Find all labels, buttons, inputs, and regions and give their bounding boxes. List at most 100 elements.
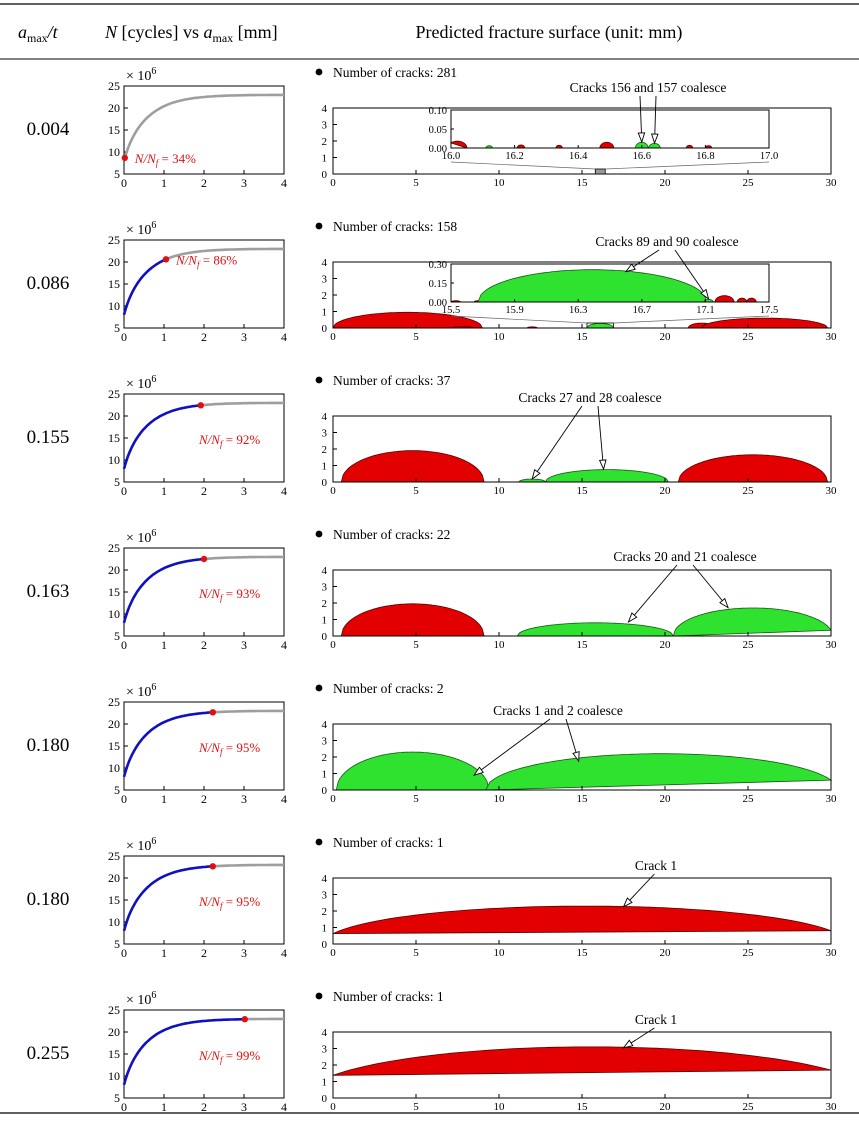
arrow-head-icon [600,460,606,469]
nf-label: N/Nf = 95% [198,894,260,911]
nf-label-ratio: N/N [198,586,221,601]
surface-xtick-label: 25 [743,177,755,189]
bullet-icon [316,685,323,692]
surface-xtick-label: 5 [413,639,419,651]
curve-xtick-label: 4 [281,792,287,806]
arrow-head-icon [532,470,540,479]
crack-green [336,752,489,790]
curve-ytick-label: 25 [108,849,120,863]
curve-ytick-label: 5 [114,629,120,643]
curve-multiplier-exp: 6 [151,528,156,539]
curve-ytick-label: 10 [108,915,120,929]
inset-xtick-label: 16.7 [633,305,651,316]
inset-background [451,110,769,148]
header-col2-pre: N [104,22,118,42]
nf-label-ratio: N/N [198,1048,221,1063]
header-col1-var: a [18,22,27,42]
surface-xtick-label: 5 [413,177,419,189]
nf-label-ratio: N/N [175,252,198,267]
header-col2-post: [mm] [233,22,278,42]
curve-xtick-label: 2 [201,176,207,190]
inset-ytick-label: 0.10 [429,106,447,117]
curve-multiplier: × 106 [126,220,156,238]
curve-remaining-line [125,95,284,158]
surface-xtick-label: 10 [494,947,506,959]
inset-ytick-label: 0.00 [429,298,447,309]
nf-label-ratio: N/N [198,432,221,447]
surface-ytick-label: 2 [322,444,328,456]
curve-multiplier: × 106 [126,66,156,84]
curve-ytick-label: 25 [108,1003,120,1017]
annotation-text: Cracks 20 and 21 coalesce [613,549,756,564]
surface-ytick-label: 4 [322,411,328,423]
curve-ytick-label: 25 [108,233,120,247]
curve-xtick-label: 1 [161,176,167,190]
curve-ytick-label: 10 [108,145,120,159]
crack-count-value: 281 [437,65,457,80]
ratio-value: 0.086 [27,273,70,294]
surface-ytick-label: 1 [322,1077,328,1089]
curve-ytick-label: 15 [108,277,120,291]
surface-ytick-label: 2 [322,1060,328,1072]
header-col2: N [cycles] vs amax [mm] [104,22,278,45]
ratio-value: 0.163 [27,581,70,602]
surface-ytick-label: 1 [322,769,328,781]
curve-completed-line [124,259,166,315]
surface-xtick-label: 20 [660,485,672,497]
curve-completed-line [124,405,201,469]
curve-xtick-label: 2 [201,638,207,652]
curve-xtick-label: 3 [241,946,247,960]
ratio-value: 0.180 [27,889,70,910]
curve-xtick-label: 0 [121,638,127,652]
inset-ytick-label: 0.15 [429,279,447,290]
curve-multiplier: × 106 [126,374,156,392]
crack-green [673,608,831,636]
crack-count-value: 37 [437,373,451,388]
crack-count-prefix: Number of cracks: [333,835,437,850]
crack-count-value: 1 [437,989,444,1004]
surface-xtick-label: 30 [826,947,838,959]
curve-xtick-label: 3 [241,638,247,652]
curve-ytick-label: 20 [108,871,120,885]
curve-xtick-label: 4 [281,176,287,190]
surface-ytick-label: 3 [322,890,328,902]
crack-green [486,754,831,790]
surface-xtick-label: 30 [826,1101,838,1113]
zoom-connector [605,162,769,169]
curve-multiplier-base: × 10 [126,685,151,700]
nf-label: N/Nf = 86% [175,252,237,269]
curve-xtick-label: 3 [241,176,247,190]
surface-xtick-label: 10 [494,639,506,651]
curve-ytick-label: 5 [114,321,120,335]
ratio-value: 0.255 [27,1043,70,1064]
nf-label-ratio: N/N [134,151,157,166]
header-col2-var: a [203,22,212,42]
curve-ytick-label: 15 [108,893,120,907]
surface-ytick-label: 3 [322,428,328,440]
crack-count: Number of cracks: 2 [333,681,444,696]
inset-ytick-label: 0.30 [429,260,447,271]
ratio-value: 0.180 [27,735,70,756]
surface-ytick-label: 2 [322,290,328,302]
annotation-text: Cracks 89 and 90 coalesce [595,234,738,249]
zoom-connector [451,162,595,169]
curve-ytick-label: 5 [114,475,120,489]
surface-ytick-label: 4 [322,719,328,731]
curve-ytick-label: 15 [108,585,120,599]
curve-remaining-line [213,865,284,866]
annotation-text: Crack 1 [635,1012,677,1027]
surface-ytick-label: 0 [322,477,328,489]
surface-xtick-label: 30 [826,485,838,497]
crack-count: Number of cracks: 281 [333,65,457,80]
crack-count: Number of cracks: 22 [333,527,450,542]
